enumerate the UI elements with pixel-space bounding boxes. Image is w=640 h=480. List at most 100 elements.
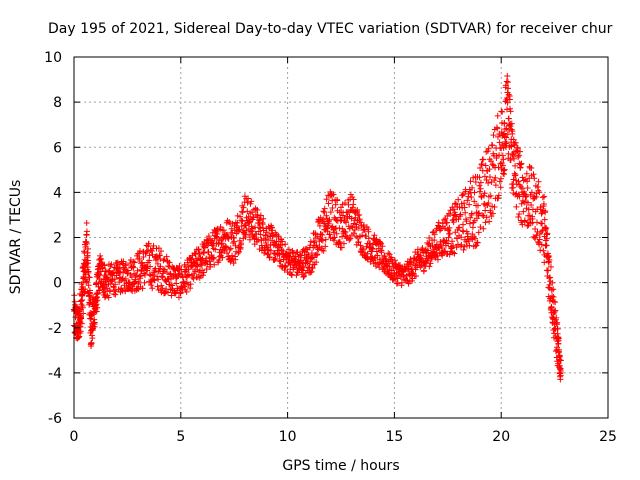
data-point [163,253,170,260]
data-point [326,216,333,223]
data-point [541,193,548,200]
data-point [336,239,343,246]
data-point [503,134,510,141]
chart-title: Day 195 of 2021, Sidereal Day-to-day VTE… [48,21,613,37]
data-point [428,256,435,263]
data-point [538,241,545,248]
data-point [424,257,431,264]
data-point [503,106,510,113]
data-point [84,278,91,285]
data-point [477,179,484,186]
data-point [88,339,95,346]
data-point [481,173,488,180]
data-point [489,142,496,149]
data-point [508,143,515,150]
data-point [450,242,457,249]
y-tick-label: -2 [48,321,62,337]
data-point [486,174,493,181]
data-point [497,175,504,182]
data-point [320,216,327,223]
data-point [135,279,142,286]
data-point [201,250,208,257]
data-point [555,335,562,342]
data-point [446,224,453,231]
data-point [364,255,371,262]
data-point [350,196,357,203]
data-point [79,304,86,311]
data-point [542,209,549,216]
data-points [71,73,564,383]
data-point [93,301,100,308]
data-point [536,189,543,196]
data-point [501,119,508,126]
data-point [458,234,465,241]
data-point [84,245,91,252]
data-point [123,261,130,268]
data-point [545,267,552,274]
data-point [371,255,378,262]
data-point [528,165,535,172]
data-point [477,165,484,172]
data-point [319,237,326,244]
data-point [539,220,546,227]
data-point [557,367,564,374]
data-point [500,130,507,137]
data-point [346,225,353,232]
data-point [325,200,332,207]
data-point [512,162,519,169]
data-point [83,219,90,226]
y-tick-label: 8 [53,95,62,111]
data-point [116,261,123,268]
data-point [510,136,517,143]
data-point [533,219,540,226]
data-point [407,261,414,268]
data-point [467,214,474,221]
data-point [245,195,252,202]
data-point [550,286,557,293]
data-point [240,204,247,211]
data-point [327,209,334,216]
data-point [398,279,405,286]
data-point [485,200,492,207]
data-point [95,271,102,278]
data-point [364,250,371,257]
data-point [94,304,101,311]
data-point [315,246,322,253]
data-point [272,255,279,262]
data-point [94,297,101,304]
data-point [260,215,267,222]
data-point [105,294,112,301]
data-point [110,269,117,276]
data-point [524,184,531,191]
data-point [456,204,463,211]
data-point [237,213,244,220]
data-point [151,268,158,275]
data-point [482,162,489,169]
data-point [85,268,92,275]
data-point [496,178,503,185]
data-point [332,201,339,208]
data-point [512,139,519,146]
data-point [300,264,307,271]
data-point [356,211,363,218]
data-point [471,189,478,196]
data-point [281,262,288,269]
data-point [435,222,442,229]
data-point [210,240,217,247]
data-point [155,276,162,283]
data-point [521,217,528,224]
data-point [276,257,283,264]
data-point [115,265,122,272]
data-point [294,268,301,275]
data-point [256,224,263,231]
data-point [246,236,253,243]
data-point [469,184,476,191]
data-point [347,235,354,242]
data-point [467,178,474,185]
data-point [235,249,242,256]
data-point [155,245,162,252]
data-point [267,241,274,248]
data-point [199,272,206,279]
x-tick-label: 10 [279,429,297,445]
data-point [500,170,507,177]
